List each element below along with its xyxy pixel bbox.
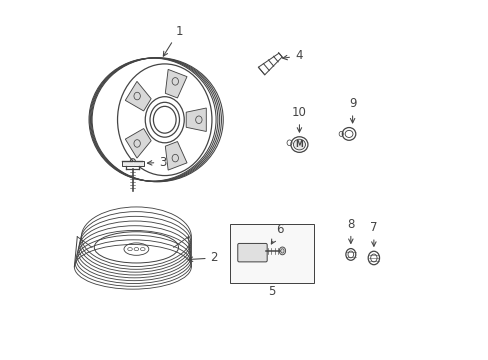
Polygon shape (125, 81, 151, 111)
Text: 4: 4 (282, 49, 302, 62)
Text: 8: 8 (346, 218, 354, 243)
FancyBboxPatch shape (237, 243, 266, 262)
Text: 1: 1 (163, 24, 183, 56)
Bar (230, 224, 313, 283)
FancyBboxPatch shape (122, 161, 143, 166)
Text: 6: 6 (271, 223, 283, 244)
Text: 2: 2 (188, 252, 218, 265)
Polygon shape (165, 141, 186, 170)
Ellipse shape (293, 139, 305, 150)
Ellipse shape (279, 247, 285, 255)
Text: 9: 9 (348, 97, 356, 123)
Text: 5: 5 (268, 285, 275, 298)
Polygon shape (125, 129, 151, 158)
Text: 3: 3 (147, 156, 166, 169)
Polygon shape (165, 69, 186, 98)
Text: 7: 7 (369, 221, 377, 246)
Text: M: M (295, 140, 303, 149)
Polygon shape (186, 108, 206, 131)
Text: 10: 10 (291, 106, 306, 132)
